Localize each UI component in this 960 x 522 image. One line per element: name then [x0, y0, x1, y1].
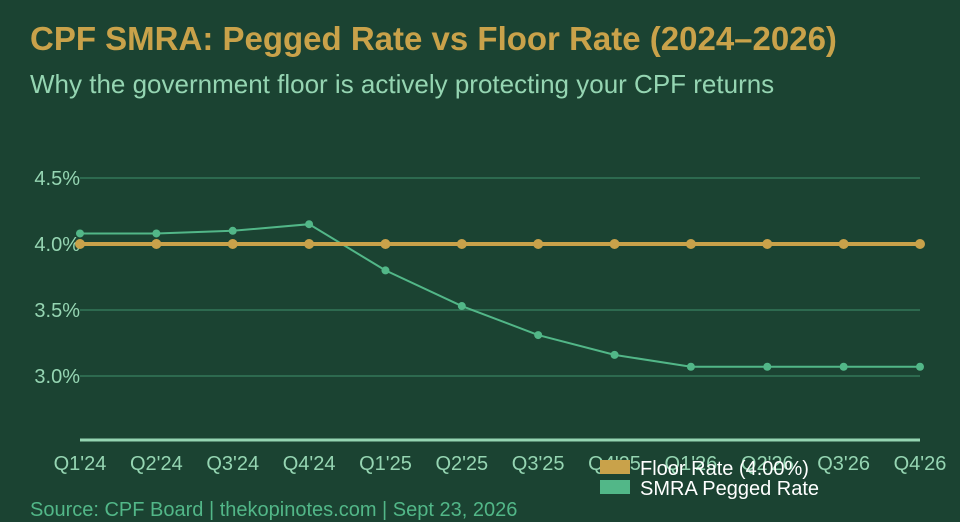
y-tick-label: 4.5%: [34, 168, 80, 190]
x-tick-label: Q3'24: [206, 453, 259, 475]
x-tick-label: Q2'24: [130, 453, 183, 475]
x-tick-label: Q2'25: [435, 453, 488, 475]
series-group: [75, 220, 925, 371]
x-tick-label: Q4'24: [283, 453, 336, 475]
legend: Floor Rate (4.00%)SMRA Pegged Rate: [600, 458, 819, 500]
gridlines: [80, 177, 920, 377]
data-point: [534, 331, 543, 340]
source-note: Source: CPF Board | thekopinotes.com | S…: [30, 499, 518, 521]
y-tick-label: 3.0%: [34, 366, 80, 388]
data-point: [75, 239, 85, 249]
x-tick-label: Q4'26: [894, 453, 947, 475]
data-point: [763, 362, 772, 371]
chart-subtitle: Why the government floor is actively pro…: [30, 69, 775, 99]
x-tick-label: Q1'24: [54, 453, 107, 475]
data-point: [533, 239, 544, 249]
series-floor-rate: [75, 239, 925, 249]
x-tick-label: Q1'25: [359, 453, 412, 475]
y-tick-label: 3.5%: [34, 300, 80, 322]
data-point: [456, 239, 467, 249]
x-tick-label: Q3'26: [817, 453, 870, 475]
series-line: [80, 223, 920, 368]
chart-title: CPF SMRA: Pegged Rate vs Floor Rate (202…: [30, 20, 837, 57]
data-point: [380, 239, 391, 249]
data-point: [609, 239, 620, 249]
x-axis-ticks: Q1'24Q2'24Q3'24Q4'24Q1'25Q2'25Q3'25Q4'25…: [54, 453, 947, 475]
data-point: [838, 239, 849, 249]
data-point: [152, 229, 161, 238]
data-point: [457, 302, 466, 311]
legend-swatch: [600, 480, 630, 494]
data-point: [686, 362, 695, 371]
data-point: [685, 239, 696, 249]
data-point: [151, 239, 162, 249]
x-tick-label: Q1'26: [665, 453, 718, 475]
data-point: [227, 239, 238, 249]
data-point: [762, 239, 773, 249]
data-point: [839, 362, 848, 371]
legend-swatch: [600, 460, 630, 474]
data-point: [915, 239, 925, 249]
data-point: [228, 226, 237, 235]
y-axis-ticks: 3.0% 3.5% 4.0% 4.5%: [34, 168, 80, 388]
x-tick-label: Q2'26: [741, 453, 794, 475]
data-point: [305, 220, 314, 229]
series-smra-pegged-rate: [76, 220, 924, 371]
data-point: [76, 229, 84, 238]
legend-label: SMRA Pegged Rate: [640, 478, 819, 500]
data-point: [610, 350, 619, 359]
legend-label: Floor Rate (4.00%): [640, 458, 809, 480]
data-point: [304, 239, 315, 249]
data-point: [381, 266, 390, 275]
x-tick-label: Q3'25: [512, 453, 565, 475]
y-tick-label: 4.0%: [34, 234, 80, 256]
data-point: [916, 362, 924, 371]
